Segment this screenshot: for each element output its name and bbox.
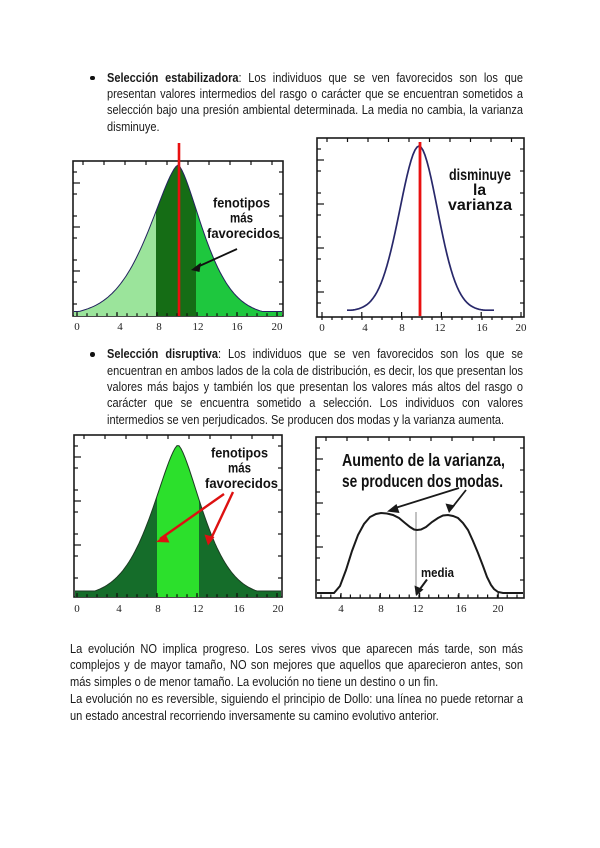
svg-text:disminuye: disminuye	[449, 167, 511, 184]
svg-text:12: 12	[193, 321, 204, 333]
svg-text:0: 0	[74, 603, 80, 615]
svg-text:20: 20	[516, 322, 528, 334]
svg-text:12: 12	[193, 603, 204, 615]
svg-text:8: 8	[378, 603, 384, 615]
svg-text:12: 12	[435, 322, 446, 334]
svg-text:8: 8	[156, 321, 162, 333]
svg-text:20: 20	[273, 603, 285, 615]
svg-text:0: 0	[319, 322, 325, 334]
svg-text:20: 20	[493, 603, 505, 615]
svg-text:más: más	[228, 460, 251, 476]
svg-text:más: más	[230, 210, 253, 226]
svg-text:0: 0	[74, 321, 80, 333]
svg-text:16: 16	[234, 603, 246, 615]
svg-text:16: 16	[232, 321, 244, 333]
svg-text:fenotipos: fenotipos	[211, 445, 268, 461]
svg-text:Aumento de la varianza,: Aumento de la varianza,	[342, 450, 505, 470]
svg-text:8: 8	[155, 603, 161, 615]
svg-text:12: 12	[413, 603, 424, 615]
svg-text:media: media	[421, 565, 455, 580]
svg-text:16: 16	[456, 603, 468, 615]
svg-text:4: 4	[117, 321, 123, 333]
svg-text:varianza: varianza	[448, 197, 512, 214]
svg-text:20: 20	[272, 321, 284, 333]
svg-text:8: 8	[399, 322, 405, 334]
svg-text:se producen dos modas.: se producen dos modas.	[342, 471, 503, 491]
svg-text:fenotipos: fenotipos	[213, 195, 270, 211]
svg-text:la: la	[473, 182, 486, 199]
svg-text:4: 4	[362, 322, 368, 334]
svg-text:16: 16	[477, 322, 489, 334]
svg-text:4: 4	[338, 603, 344, 615]
svg-text:4: 4	[116, 603, 122, 615]
svg-text:favorecidos: favorecidos	[207, 225, 280, 241]
svg-text:favorecidos: favorecidos	[205, 475, 278, 491]
